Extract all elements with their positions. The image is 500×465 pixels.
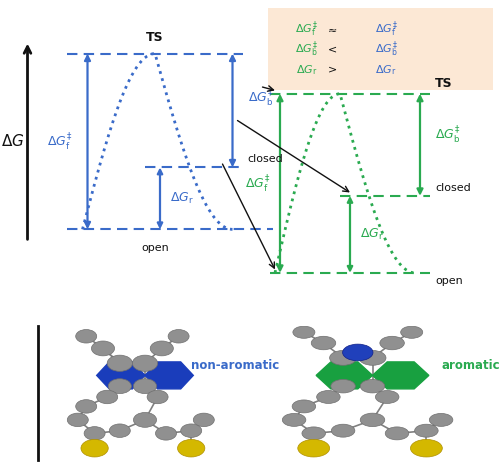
- Circle shape: [134, 379, 156, 393]
- Text: $\approx$: $\approx$: [325, 25, 338, 35]
- Circle shape: [147, 390, 168, 404]
- Circle shape: [92, 341, 114, 356]
- Circle shape: [282, 413, 306, 426]
- Text: $\Delta G_\mathrm{b}^{\ddagger}$: $\Delta G_\mathrm{b}^{\ddagger}$: [375, 40, 398, 60]
- Polygon shape: [372, 362, 429, 389]
- Circle shape: [414, 424, 438, 437]
- Circle shape: [316, 391, 340, 404]
- Text: $\Delta G_\mathrm{r}$: $\Delta G_\mathrm{r}$: [375, 63, 396, 77]
- Text: closed: closed: [435, 182, 471, 193]
- Circle shape: [180, 424, 202, 438]
- Circle shape: [168, 330, 189, 343]
- Text: $>$: $>$: [325, 65, 337, 75]
- Text: aromatic: aromatic: [441, 359, 500, 372]
- Circle shape: [194, 413, 214, 427]
- Bar: [268, 8, 492, 90]
- Circle shape: [178, 439, 205, 457]
- Text: $\Delta G_\mathrm{b}^{\ddagger}$: $\Delta G_\mathrm{b}^{\ddagger}$: [248, 86, 272, 107]
- Circle shape: [293, 326, 315, 339]
- Text: $\Delta G_\mathrm{b}^{\ddagger}$: $\Delta G_\mathrm{b}^{\ddagger}$: [294, 40, 318, 60]
- Polygon shape: [316, 362, 372, 389]
- Circle shape: [331, 379, 355, 393]
- Circle shape: [292, 400, 316, 413]
- Circle shape: [150, 341, 174, 356]
- Text: $\Delta G_\mathrm{f}^{\ddagger}$: $\Delta G_\mathrm{f}^{\ddagger}$: [245, 173, 270, 194]
- Circle shape: [430, 413, 453, 426]
- Circle shape: [359, 351, 386, 365]
- Circle shape: [110, 424, 130, 438]
- Polygon shape: [145, 362, 194, 389]
- Circle shape: [332, 424, 355, 437]
- Circle shape: [330, 351, 356, 365]
- Text: open: open: [435, 276, 463, 286]
- Circle shape: [96, 390, 117, 404]
- Text: $\Delta G_\mathrm{f}^{\ddagger}$: $\Delta G_\mathrm{f}^{\ddagger}$: [375, 20, 398, 40]
- Text: $<$: $<$: [325, 45, 337, 55]
- Text: closed: closed: [248, 154, 283, 164]
- Text: TS: TS: [435, 77, 452, 90]
- Polygon shape: [96, 362, 145, 389]
- Text: open: open: [141, 243, 169, 253]
- Text: $\Delta G_\mathrm{r}$: $\Delta G_\mathrm{r}$: [360, 227, 384, 242]
- Circle shape: [108, 379, 132, 393]
- Circle shape: [376, 391, 399, 404]
- Circle shape: [311, 336, 336, 350]
- Circle shape: [76, 330, 96, 343]
- Circle shape: [81, 439, 108, 457]
- Text: $\Delta G_\mathrm{r}$: $\Delta G_\mathrm{r}$: [296, 63, 318, 77]
- Text: $\Delta G_\mathrm{r}$: $\Delta G_\mathrm{r}$: [170, 191, 194, 206]
- Circle shape: [107, 355, 132, 372]
- Circle shape: [360, 413, 385, 427]
- Circle shape: [360, 379, 385, 393]
- Circle shape: [410, 439, 442, 457]
- Text: $\Delta G_\mathrm{f}^{\ddagger}$: $\Delta G_\mathrm{f}^{\ddagger}$: [48, 131, 72, 152]
- Text: $\Delta G_\mathrm{b}^{\ddagger}$: $\Delta G_\mathrm{b}^{\ddagger}$: [435, 124, 460, 145]
- Text: non-aromatic: non-aromatic: [191, 359, 280, 372]
- Circle shape: [134, 412, 156, 427]
- Circle shape: [68, 413, 88, 427]
- Circle shape: [76, 400, 96, 413]
- Circle shape: [342, 344, 373, 361]
- Circle shape: [132, 355, 158, 372]
- Text: $\Delta G$: $\Delta G$: [1, 133, 24, 149]
- Text: TS: TS: [146, 31, 164, 44]
- Circle shape: [156, 427, 176, 440]
- Circle shape: [84, 427, 105, 440]
- Circle shape: [385, 427, 409, 440]
- Circle shape: [302, 427, 326, 440]
- Circle shape: [298, 439, 330, 457]
- Circle shape: [400, 326, 422, 339]
- Circle shape: [380, 336, 404, 350]
- Text: $\Delta G_\mathrm{f}^{\ddagger}$: $\Delta G_\mathrm{f}^{\ddagger}$: [294, 20, 318, 40]
